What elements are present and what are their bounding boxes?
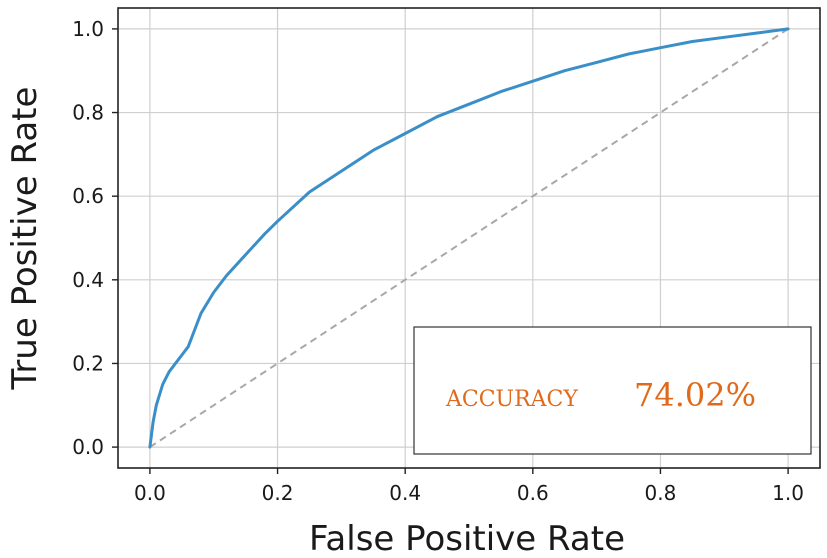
- y-axis-title: True Positive Rate: [5, 87, 45, 391]
- x-tick-label: 0.2: [262, 481, 294, 505]
- x-tick-label: 0.6: [517, 481, 549, 505]
- y-tick-label: 0.4: [72, 268, 104, 292]
- y-tick-label: 0.2: [72, 351, 104, 375]
- y-tick-label: 0.8: [72, 101, 104, 125]
- y-tick-label: 0.6: [72, 184, 104, 208]
- x-tick-label: 0.0: [134, 481, 166, 505]
- x-tick-label: 1.0: [772, 481, 804, 505]
- x-tick-label: 0.4: [389, 481, 421, 505]
- accuracy-value: 74.02%: [634, 376, 756, 414]
- grid: [118, 8, 820, 468]
- x-tick-label: 0.8: [645, 481, 677, 505]
- roc-curve: [148, 27, 790, 449]
- accuracy-box: ACCURACY 74.02%: [413, 326, 812, 455]
- accuracy-box-frame: [413, 326, 812, 455]
- plot-frame: [117, 7, 821, 469]
- y-tick-label: 1.0: [72, 17, 104, 41]
- roc-curve-line: [148, 27, 790, 449]
- axis-ticks: 0.0 0.2 0.4 0.6 0.8 1.0 0.0 0.2 0.4 0.6 0.8 1.0: [72, 17, 804, 505]
- y-tick-label: 0.0: [72, 435, 104, 459]
- x-axis-title: False Positive Rate: [309, 519, 625, 558]
- accuracy-label: ACCURACY: [445, 387, 578, 412]
